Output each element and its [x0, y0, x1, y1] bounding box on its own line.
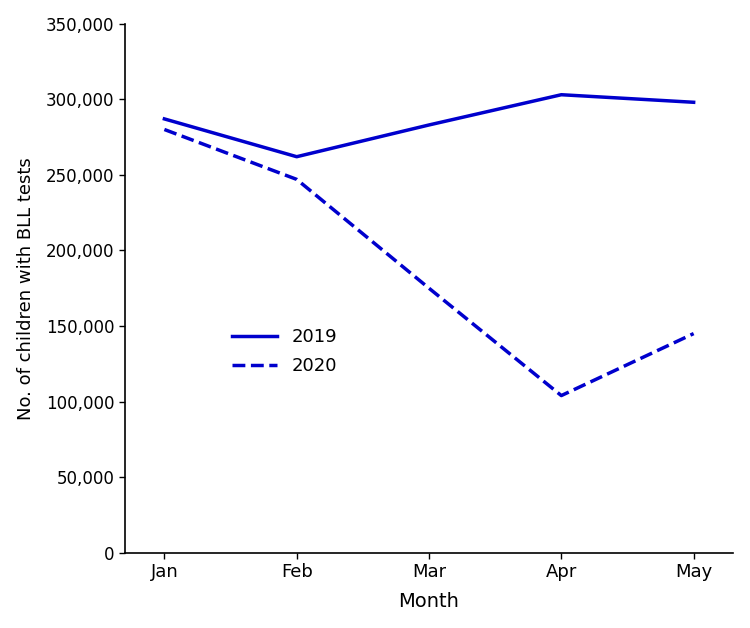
- X-axis label: Month: Month: [398, 592, 460, 611]
- 2019: [160, 115, 169, 122]
- 2020: [689, 330, 698, 337]
- Line: 2019: 2019: [164, 95, 694, 157]
- Line: 2020: 2020: [164, 129, 694, 396]
- 2020: [556, 392, 566, 399]
- Y-axis label: No. of children with BLL tests: No. of children with BLL tests: [16, 157, 34, 420]
- 2019: [556, 91, 566, 99]
- 2019: [689, 99, 698, 106]
- 2019: [424, 121, 433, 129]
- 2019: [292, 153, 302, 161]
- 2020: [424, 284, 433, 292]
- Legend: 2019, 2020: 2019, 2020: [225, 321, 345, 382]
- 2020: [292, 176, 302, 183]
- 2020: [160, 126, 169, 133]
